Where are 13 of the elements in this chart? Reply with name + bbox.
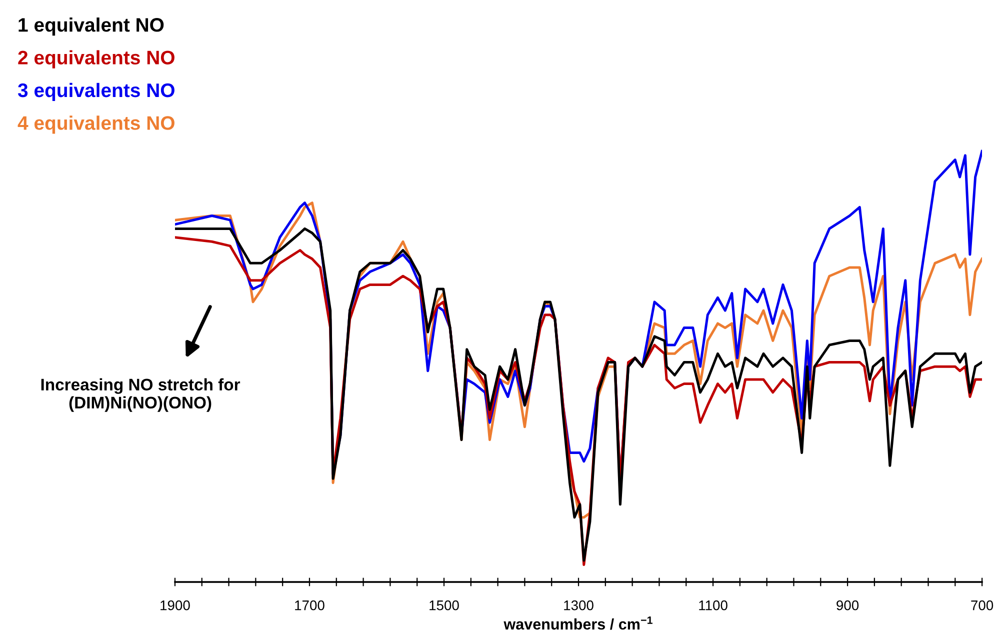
x-tick-label: 1700 (295, 600, 324, 610)
x-tick-label: 1900 (160, 600, 190, 610)
x-tick-label: 1100 (699, 600, 728, 610)
x-tick-label: 700 (971, 600, 994, 610)
annotation: Increasing NO stretch for (DIM)Ni(NO)(ONO) (41, 378, 240, 412)
text: 1 equivalent NO (18, 18, 164, 36)
x-axis-title: wavenumbers / cm$^{−1}$ (504, 616, 652, 630)
x-tick-label: 1500 (430, 600, 459, 610)
x-tick-label: 1300 (564, 600, 594, 610)
text: 2 equivalents NO (18, 50, 174, 68)
x-tick-label: 900 (836, 600, 859, 610)
text: 3 equivalents NO (18, 82, 174, 102)
text: 4 equivalents NO (18, 116, 174, 134)
